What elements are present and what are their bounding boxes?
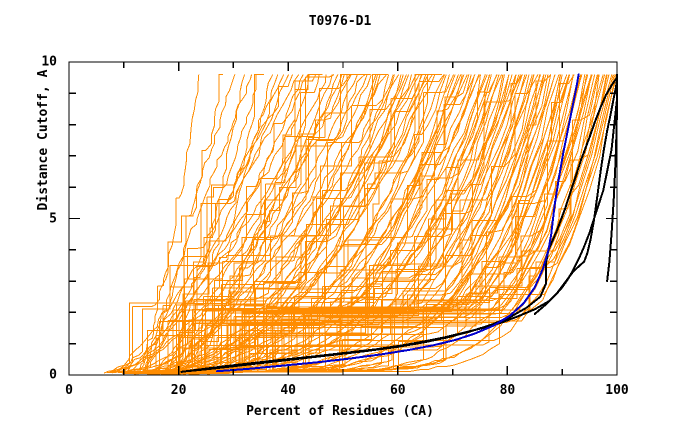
y-axis-title: Distance Cutoff, A: [36, 69, 51, 211]
background-curve: [171, 74, 264, 373]
background-curve: [130, 74, 404, 374]
x-tick-label: 60: [389, 383, 406, 398]
background-curve: [106, 74, 343, 373]
background-curve: [110, 74, 300, 372]
background-curve: [176, 74, 520, 375]
background-curve: [137, 74, 294, 374]
background-curve: [196, 74, 614, 373]
background-curve: [140, 74, 285, 374]
background-curve: [205, 74, 617, 372]
background-curve: [133, 74, 372, 375]
background-curve: [123, 74, 423, 373]
series-layer: [103, 73, 618, 375]
background-curve: [143, 74, 253, 373]
x-tick-label: 20: [170, 383, 187, 398]
background-curve: [149, 74, 420, 374]
background-curve: [161, 74, 615, 375]
axes-layer: [68, 61, 618, 376]
background-curve: [126, 74, 309, 373]
background-curve: [169, 74, 323, 373]
background-curve: [192, 74, 395, 374]
background-curve: [179, 74, 304, 374]
y-tick-label: 10: [41, 54, 57, 70]
background-curve: [183, 74, 618, 375]
x-tick-label: 0: [65, 383, 73, 398]
background-curve: [142, 74, 223, 373]
background-curve: [143, 74, 279, 374]
y-tick-label: 5: [49, 211, 57, 226]
x-tick-label: 100: [605, 383, 629, 398]
background-curve: [161, 74, 533, 373]
x-tick-label: 80: [499, 383, 516, 398]
background-curve: [181, 74, 390, 375]
highlight-curve-highlight-black-3: [533, 73, 618, 315]
highlight-curve-highlight-black-2: [185, 73, 618, 373]
background-curve: [115, 74, 371, 373]
background-curve: [114, 74, 317, 372]
background-curve: [191, 74, 456, 374]
background-curve: [127, 74, 400, 374]
background-curve-bundle: [103, 74, 618, 375]
x-axis-title: Percent of Residues (CA): [246, 404, 434, 419]
background-curve: [213, 74, 600, 374]
background-curve: [123, 74, 417, 375]
background-curve: [139, 74, 438, 373]
highlight-curve-highlight-blue: [215, 73, 580, 373]
background-curve: [218, 74, 563, 373]
background-curve: [123, 74, 412, 374]
x-tick-label: 40: [280, 383, 297, 398]
y-tick-label: 0: [49, 367, 57, 383]
background-curve: [123, 74, 468, 374]
background-curve: [217, 74, 587, 374]
background-curve: [123, 74, 236, 373]
page-title: T0976-D1: [308, 14, 372, 29]
